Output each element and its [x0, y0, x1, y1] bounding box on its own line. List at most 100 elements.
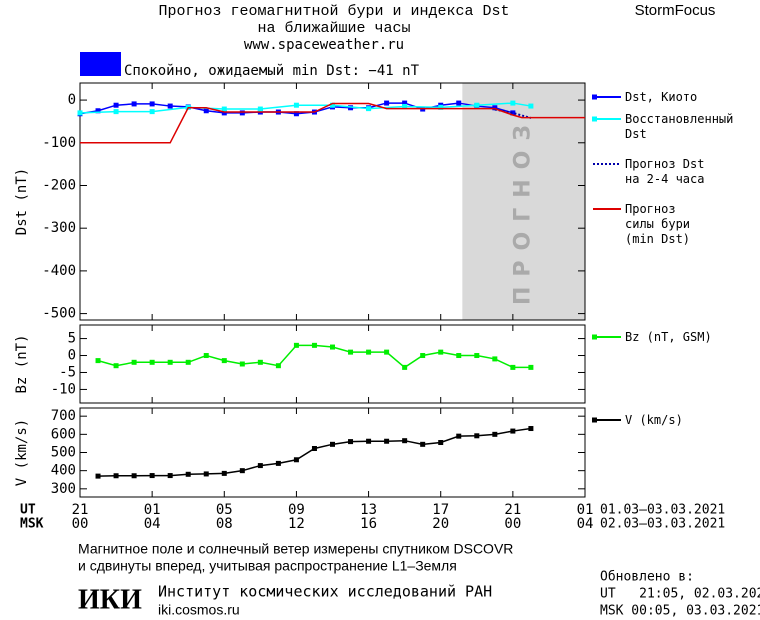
data-point: [492, 431, 498, 437]
updated-ut: UT 21:05, 02.03.2021: [600, 587, 760, 602]
data-point: [474, 102, 480, 108]
data-point: [185, 359, 191, 365]
logo: ИКИ: [78, 584, 142, 615]
legend-entry: Восстановленный Dst: [625, 112, 734, 141]
row-label: MSK: [20, 517, 44, 532]
data-point: [293, 342, 299, 348]
data-point: [203, 353, 209, 359]
data-point: [221, 470, 227, 476]
legend-entry: V (km/s): [625, 413, 683, 427]
status-box: [80, 52, 121, 76]
x-tick-label: 05: [216, 502, 233, 518]
data-point: [293, 457, 299, 463]
data-point: [275, 363, 281, 369]
title-line: Прогноз геомагнитной бури и индекса Dst: [158, 3, 509, 20]
data-point: [366, 438, 372, 444]
x2-tick-label: 12: [288, 516, 305, 532]
x-tick-label: 01: [144, 502, 161, 518]
data-point: [131, 101, 137, 107]
series-line: [80, 102, 585, 144]
data-point: [492, 356, 498, 362]
y-tick-label: -300: [42, 220, 76, 236]
data-point: [113, 473, 119, 479]
series-line: [97, 344, 531, 369]
y-axis-label: V (km/s): [14, 419, 30, 486]
institute: Институт космических исследований РАН: [158, 583, 492, 601]
data-point: [95, 358, 101, 364]
y-tick-label: -100: [42, 135, 76, 151]
y-tick-label: -400: [42, 263, 76, 279]
y-tick-label: 700: [51, 408, 76, 424]
y-axis-label: Bz (nT): [14, 334, 30, 393]
data-point: [113, 363, 119, 369]
data-point: [510, 428, 516, 434]
axis-box: [79, 324, 586, 404]
data-point: [203, 108, 209, 114]
data-point: [438, 104, 444, 110]
data-point: [221, 358, 227, 364]
data-point: [384, 100, 390, 106]
forecast-label: ПРОГНОЗ: [511, 115, 536, 305]
data-point: [167, 473, 173, 479]
y-tick-label: -5: [59, 364, 76, 380]
y-tick-label: 0: [68, 348, 76, 364]
x-tick-label: 09: [288, 502, 305, 518]
data-point: [293, 111, 299, 117]
x2-tick-label: 04: [144, 516, 161, 532]
y-tick-label: -200: [42, 177, 76, 193]
data-point: [366, 106, 372, 112]
data-point: [402, 103, 408, 109]
data-point: [167, 103, 173, 109]
y-tick-label: 5: [68, 331, 76, 347]
data-point: [221, 110, 227, 116]
x-tick-label: 17: [432, 502, 449, 518]
y-tick-label: 0: [68, 92, 76, 108]
y-tick-label: -500: [42, 306, 76, 322]
data-point: [311, 342, 317, 348]
legend-entry: Dst, Киото: [625, 90, 698, 104]
row-label: UT: [20, 503, 36, 518]
data-point: [528, 364, 534, 370]
data-point: [293, 102, 299, 108]
forecast-band: [462, 83, 585, 320]
x2-tick-label: 08: [216, 516, 233, 532]
data-point: [456, 100, 462, 106]
data-point: [420, 441, 426, 447]
x2-tick-label: 00: [504, 516, 521, 532]
site: iki.cosmos.ru: [158, 602, 240, 618]
data-point: [275, 460, 281, 466]
x2-tick-label: 20: [432, 516, 449, 532]
data-point: [456, 433, 462, 439]
data-point: [420, 353, 426, 359]
date-range: 01.03–03.03.2021: [600, 503, 725, 518]
data-point: [221, 106, 227, 112]
axis-box: [79, 82, 586, 321]
x-tick-label: 13: [360, 502, 377, 518]
data-point: [528, 426, 534, 432]
legend-entry: Прогноз силы бури (min Dst): [625, 202, 691, 246]
data-point: [402, 100, 408, 106]
url: www.spaceweather.ru: [244, 37, 404, 53]
y-tick-label: -10: [51, 381, 76, 397]
data-point: [203, 471, 209, 477]
y-axis-label: Dst (nT): [14, 168, 30, 235]
data-point: [113, 109, 119, 115]
data-point: [239, 468, 245, 474]
x-tick-label: 21: [504, 502, 521, 518]
data-point: [77, 110, 83, 116]
data-point: [95, 473, 101, 479]
data-point: [149, 359, 155, 365]
y-tick-label: 600: [51, 426, 76, 442]
data-point: [510, 100, 516, 106]
legend-swatch: [592, 334, 597, 340]
x2-tick-label: 00: [72, 516, 89, 532]
updated: Обновлено в:: [600, 570, 694, 585]
data-point: [348, 439, 354, 445]
data-point: [311, 446, 317, 452]
status: Спокойно, ожидаемый min Dst: −41 nT: [124, 63, 420, 79]
note: и сдвинуты вперед, учитывая распростране…: [78, 558, 457, 574]
data-point: [113, 102, 119, 108]
x-tick-label: 21: [72, 502, 89, 518]
